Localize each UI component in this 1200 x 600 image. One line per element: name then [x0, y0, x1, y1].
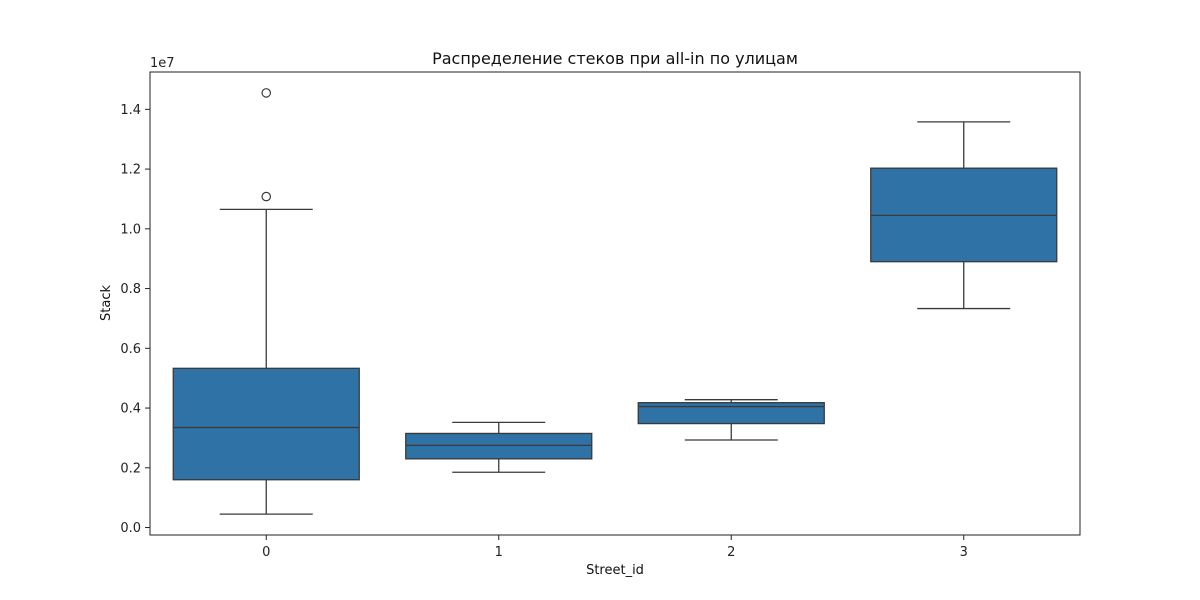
- plot-area: 0.0 0.2 0.4 0.6 0.8 1.0 1.2 1.4 0 1 2 3: [120, 88, 1058, 560]
- box-iqr: [637, 402, 825, 425]
- x-tick-label: 1: [495, 545, 503, 560]
- outlier-point: [261, 88, 272, 98]
- y-tick-label: 1.2: [120, 163, 141, 178]
- y-tick-label: 0.4: [120, 402, 141, 417]
- outlier-point: [261, 191, 272, 202]
- y-tick-label: 0.2: [120, 461, 141, 476]
- box-iqr: [172, 367, 360, 481]
- y-offset-label: 1e7: [150, 56, 175, 71]
- box-iqr: [405, 432, 593, 460]
- y-tick-label: 1.0: [120, 222, 141, 237]
- y-tick-label: 0.6: [120, 342, 141, 357]
- x-tick-label: 3: [960, 545, 968, 560]
- x-axis-title: Street_id: [586, 563, 644, 578]
- y-tick-label: 0.8: [120, 282, 141, 297]
- y-tick-label: 1.4: [120, 103, 141, 118]
- chart-title: Распределение стеков при all-in по улица…: [432, 49, 798, 68]
- x-tick-label: 0: [262, 545, 270, 560]
- y-axis-title: Stack: [99, 285, 114, 321]
- y-tick-label: 0.0: [120, 521, 141, 536]
- plot-frame: [149, 71, 1081, 536]
- x-tick-label: 2: [727, 545, 735, 560]
